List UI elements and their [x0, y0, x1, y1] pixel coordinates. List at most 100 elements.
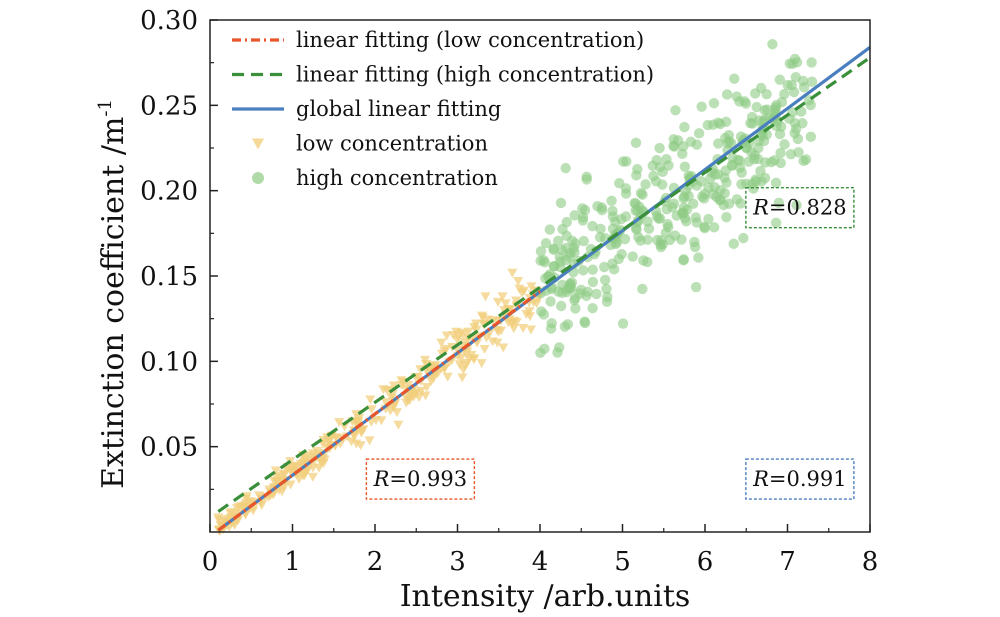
high-concentration-point: [570, 238, 581, 249]
low-concentration-point: [420, 360, 431, 370]
high-concentration-point: [759, 172, 771, 184]
low-concentration-point: [339, 422, 350, 432]
high-concentration-point: [679, 191, 690, 202]
low-concentration-point: [241, 492, 252, 502]
high-concentration-point: [770, 217, 782, 229]
high-concentration-point: [687, 198, 699, 210]
high-concentration-point: [642, 234, 653, 245]
low-concentration-point: [496, 326, 507, 336]
high-concentration-point: [587, 302, 598, 314]
high-concentration-point: [790, 72, 802, 83]
low-concentration-point: [293, 474, 304, 484]
low-concentration-point: [526, 282, 537, 292]
high-concentration-point: [699, 223, 710, 234]
low-concentration-point: [519, 286, 530, 296]
low-concentration-point: [366, 405, 377, 415]
high-concentration-point: [602, 291, 613, 303]
low-concentration-point: [331, 434, 342, 444]
high-concentration-point: [791, 57, 803, 68]
r-value: =0.991: [769, 467, 847, 491]
high-concentration-point: [535, 246, 547, 257]
high-concentration-point: [679, 161, 691, 172]
legend: linear fitting (low concentration) linear…: [232, 28, 654, 190]
y-tick-label: 0.15: [140, 262, 198, 292]
x-tick-label: 6: [697, 547, 714, 577]
high-concentration-point: [660, 227, 672, 238]
high-concentration-point: [693, 252, 704, 263]
high-concentration-point: [560, 242, 572, 254]
legend-label: high concentration: [296, 166, 498, 190]
low-concentration-point: [476, 359, 487, 369]
high-concentration-point: [775, 147, 786, 159]
x-tick-label: 0: [202, 547, 219, 577]
low-concentration-point: [238, 502, 249, 512]
y-tick-label: 0.25: [140, 91, 198, 121]
low-concentration-point: [393, 420, 404, 430]
high-concentration-point: [620, 183, 632, 194]
high-concentration-point: [789, 128, 800, 139]
high-concentration-point: [647, 160, 658, 171]
high-concentration-point: [775, 157, 786, 169]
high-concentration-point: [607, 258, 618, 269]
high-concentration-point: [545, 296, 556, 307]
high-concentration-point: [678, 254, 689, 265]
low-concentration-point: [462, 359, 473, 369]
low-concentration-point: [380, 398, 391, 408]
low-concentration-point: [477, 313, 488, 323]
low-concentration-point: [513, 276, 524, 286]
low-concentration-point: [481, 333, 492, 343]
low-concentration-point: [421, 383, 432, 393]
high-concentration-point: [569, 210, 580, 221]
high-concentration-point: [689, 241, 701, 253]
x-tick-label: 7: [779, 547, 796, 577]
r-value-label: R=0.991: [752, 467, 847, 491]
high-concentration-point: [721, 89, 733, 100]
y-axis-title-main: Extinction coefficient /m: [96, 117, 131, 489]
high-concentration-point: [788, 86, 800, 98]
high-concentration-point: [601, 283, 612, 295]
high-concentration-point: [736, 179, 747, 190]
y-axis-title: Extinction coefficient /m-1: [95, 99, 131, 489]
low-concentration-point: [500, 299, 511, 309]
high-concentration-point: [553, 235, 564, 247]
r-value-box: [745, 458, 855, 500]
high-concentration-point: [629, 197, 640, 209]
high-concentration-point: [797, 118, 808, 129]
r-value-box: [365, 458, 476, 500]
high-concentration-point: [669, 230, 681, 241]
low-concentration-point: [497, 292, 508, 302]
high-concentration-point: [570, 303, 581, 314]
low-concentration-point: [285, 480, 296, 490]
low-concentration-point: [480, 292, 491, 302]
high-concentration-point: [648, 170, 659, 182]
r-value-box: [745, 187, 855, 229]
high-concentration-point: [552, 347, 563, 358]
low-concentration-point: [316, 458, 327, 468]
high-concentration-point: [594, 232, 606, 243]
high-concentration-point: [738, 232, 749, 244]
high-concentration-point: [579, 316, 590, 327]
x-tick-label: 3: [449, 547, 466, 577]
high-concentration-point: [703, 213, 714, 225]
high-concentration-point: [723, 130, 735, 141]
high-concentration-point: [767, 39, 778, 50]
high-concentration-point: [690, 212, 701, 223]
high-concentration-point: [655, 235, 667, 246]
high-concentration-point: [557, 223, 568, 235]
low-concentration-point: [498, 343, 509, 353]
high-concentration-point: [770, 102, 781, 113]
low-concentration-point: [511, 296, 522, 306]
low-concentration-point: [454, 360, 465, 370]
low-concentration-point: [416, 386, 427, 396]
high-concentration-point: [728, 238, 739, 250]
low-concentration-point: [358, 425, 369, 435]
high-concentration-point: [749, 149, 760, 161]
x-axis-title: Intensity /arb.units: [400, 579, 691, 614]
high-concentration-point: [545, 323, 557, 334]
high-concentration-point: [579, 204, 591, 216]
r-symbol: R: [373, 467, 390, 491]
high-concentration-point: [704, 173, 716, 185]
high-concentration-point: [695, 175, 707, 187]
